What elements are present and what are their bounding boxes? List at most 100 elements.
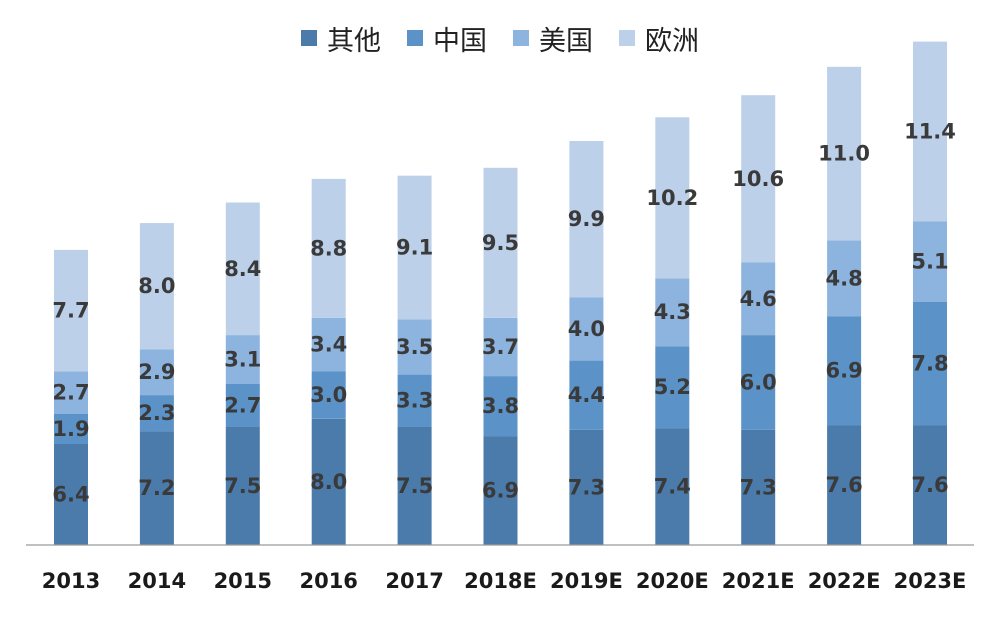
legend-label: 其他 — [327, 25, 381, 57]
data-label: 4.8 — [825, 266, 862, 290]
data-label: 8.0 — [138, 274, 175, 298]
bar-segment — [397, 426, 432, 545]
bar-segment — [655, 346, 690, 429]
data-label: 7.8 — [911, 352, 948, 376]
bar-segment — [311, 418, 346, 546]
bar-segment — [225, 335, 260, 384]
data-label: 11.4 — [904, 120, 956, 144]
legend-swatch — [619, 30, 635, 46]
data-label: 3.8 — [482, 394, 519, 418]
legend-swatch — [301, 30, 317, 46]
data-label: 7.5 — [224, 474, 261, 498]
data-label: 3.0 — [310, 383, 347, 407]
bar-segment — [139, 395, 174, 432]
data-label: 3.4 — [310, 333, 347, 357]
x-tick-label: 2020E — [636, 569, 709, 593]
data-label: 3.5 — [396, 335, 433, 359]
bar-segment — [741, 429, 776, 545]
bar-segment — [741, 95, 776, 263]
bar-segment — [54, 371, 88, 414]
bar-segment — [655, 117, 690, 279]
bar-segment — [827, 66, 862, 241]
bar-segment — [655, 278, 690, 347]
data-label: 10.6 — [732, 167, 784, 191]
bar-segment — [54, 249, 88, 372]
bar-segment — [54, 414, 88, 444]
legend-label: 中国 — [433, 25, 487, 57]
legend: 其他 中国 美国 欧洲 — [0, 18, 1000, 58]
data-label: 7.6 — [911, 473, 948, 497]
bar-segment — [483, 317, 518, 377]
data-label: 2.7 — [52, 381, 89, 405]
data-label: 7.2 — [138, 476, 175, 500]
bar-segment — [569, 429, 604, 545]
data-label: 3.1 — [224, 348, 261, 372]
bar-segment — [569, 141, 604, 298]
x-tick-label: 2022E — [808, 569, 881, 593]
data-label: 4.4 — [568, 383, 605, 407]
x-tick-label: 2021E — [722, 569, 795, 593]
legend-swatch — [513, 30, 529, 46]
bar-segment — [311, 371, 346, 419]
data-label: 3.3 — [396, 389, 433, 413]
x-tick-label: 2016 — [299, 569, 357, 593]
data-label: 5.1 — [911, 250, 948, 274]
data-label: 2.7 — [224, 393, 261, 417]
bar-segment — [311, 178, 346, 318]
bar-segment — [741, 335, 776, 430]
bar-segment — [827, 316, 862, 426]
bar-segment — [225, 202, 260, 336]
data-label: 3.7 — [482, 335, 519, 359]
bar-segment — [225, 384, 260, 427]
bar-segment — [139, 431, 174, 545]
bar-segment — [397, 175, 432, 320]
bar-segment — [139, 223, 174, 350]
legend-item: 美国 — [513, 19, 593, 58]
bar-segment — [913, 41, 947, 222]
data-label: 9.9 — [568, 207, 605, 231]
data-label: 7.7 — [52, 299, 89, 323]
bar-segment — [741, 262, 776, 336]
legend-swatch — [407, 30, 423, 46]
x-tick-label: 2013 — [42, 569, 100, 593]
data-label: 1.9 — [52, 417, 89, 441]
legend-item: 其他 — [301, 19, 381, 58]
data-label: 11.0 — [818, 142, 870, 166]
data-label: 6.9 — [825, 359, 862, 383]
bar-segment — [913, 302, 947, 426]
data-label: 9.1 — [396, 236, 433, 260]
legend-label: 欧洲 — [645, 25, 699, 57]
data-label: 7.4 — [654, 475, 691, 499]
bar-segment — [569, 360, 604, 430]
bar-segment — [913, 221, 947, 302]
legend-item: 中国 — [407, 19, 487, 58]
data-label: 8.4 — [224, 257, 261, 281]
bar-segment — [139, 349, 174, 396]
bar-segment — [483, 167, 518, 318]
bar-segment — [397, 374, 432, 427]
data-label: 2.9 — [138, 360, 175, 384]
data-label: 5.2 — [654, 375, 691, 399]
data-label: 6.4 — [52, 483, 89, 507]
legend-label: 美国 — [539, 25, 593, 57]
legend-item: 欧洲 — [619, 19, 699, 58]
data-label: 9.5 — [482, 231, 519, 255]
bar-segment — [913, 425, 947, 545]
bar-segment — [311, 317, 346, 372]
data-label: 7.6 — [825, 473, 862, 497]
bar-segment — [54, 444, 88, 545]
x-tick-label: 2014 — [128, 569, 186, 593]
x-tick-label: 2017 — [385, 569, 443, 593]
data-label: 6.0 — [740, 371, 777, 395]
data-label: 2.3 — [138, 401, 175, 425]
data-label: 6.9 — [482, 479, 519, 503]
data-label: 4.3 — [654, 300, 691, 324]
x-tick-label: 2019E — [550, 569, 623, 593]
data-label: 8.0 — [310, 470, 347, 494]
bar-segment — [827, 425, 862, 545]
bar-segment — [827, 240, 862, 317]
bar-segment — [483, 436, 518, 545]
data-label: 7.5 — [396, 474, 433, 498]
data-label: 10.2 — [646, 186, 698, 210]
